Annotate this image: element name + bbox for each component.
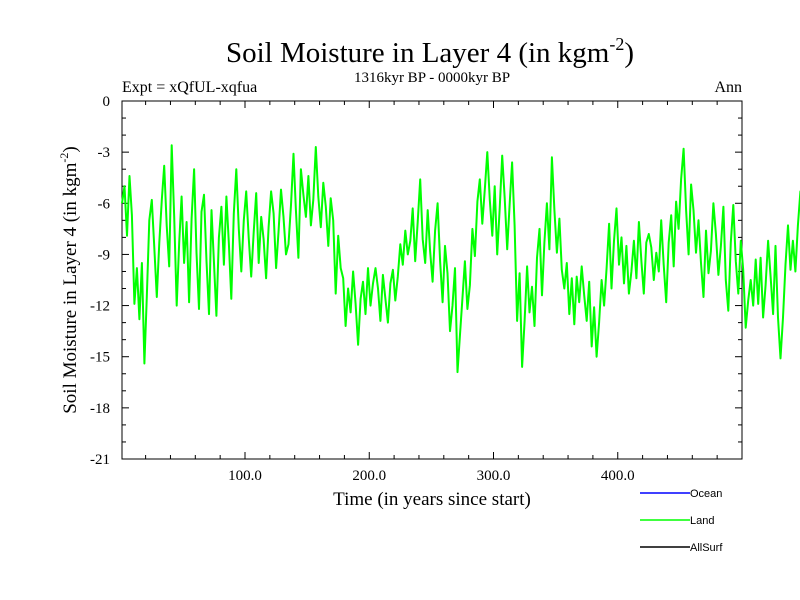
chart-title: Soil Moisture in Layer 4 (in kgm-2) <box>226 34 634 69</box>
y-tick-label: -6 <box>98 196 111 212</box>
x-tick-label: 100.0 <box>228 468 262 484</box>
legend: Ocean Land AllSurf <box>640 488 723 554</box>
season-label: Ann <box>714 79 742 96</box>
x-axis: 100.0 200.0 300.0 400.0 <box>145 101 718 484</box>
series-layer <box>121 144 800 374</box>
x-tick-label: 300.0 <box>477 468 511 484</box>
experiment-label: Expt = xQfUL-xqfua <box>122 79 257 96</box>
y-tick-label: -15 <box>90 350 110 366</box>
plot-frame <box>121 100 743 460</box>
y-tick-label: -12 <box>90 299 110 315</box>
y-tick-label: -18 <box>90 401 110 417</box>
legend-label-ocean: Ocean <box>690 488 722 500</box>
y-tick-label: -9 <box>98 247 111 263</box>
y-axis-title: Soil Moisture in Layer 4 (in kgm-2) <box>57 146 81 414</box>
y-tick-label: -3 <box>98 145 111 161</box>
y-axis: 0 -3 -6 -9 -12 -15 -18 -21 <box>90 94 742 468</box>
time-range-label: 1316kyr BP - 0000kyr BP <box>354 70 510 86</box>
x-axis-title: Time (in years since start) <box>333 489 531 510</box>
legend-label-land: Land <box>690 515 714 527</box>
legend-label-allsurf: AllSurf <box>690 542 723 554</box>
series-line-land <box>121 144 800 374</box>
y-tick-label: -21 <box>90 452 110 468</box>
x-tick-label: 200.0 <box>352 468 386 484</box>
y-tick-label: 0 <box>103 94 111 110</box>
x-tick-label: 400.0 <box>601 468 635 484</box>
